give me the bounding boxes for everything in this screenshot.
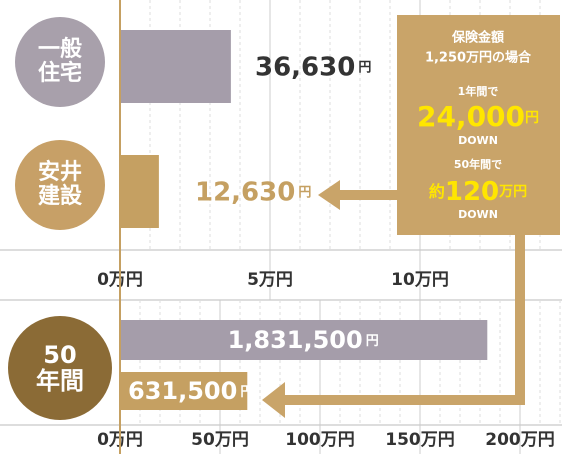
category-label: 一般住宅	[37, 36, 82, 86]
amount: 120	[445, 177, 499, 207]
x-tick-label: 10万円	[391, 270, 449, 290]
callout-text: 50年間で	[454, 157, 502, 171]
bar	[121, 320, 488, 360]
category-label: 安井建設	[37, 159, 82, 209]
callout-amount: 約120万円	[429, 177, 527, 207]
category-badge: 安井建設	[15, 140, 105, 230]
unit: 円	[525, 110, 539, 126]
category-label: 50年間	[36, 340, 84, 395]
x-tick-label: 50万円	[191, 430, 249, 450]
value-label: 12,630 円	[195, 177, 311, 207]
value-label: 36,630 円	[255, 52, 371, 82]
callout-text: 1,250万円の場合	[425, 50, 532, 66]
callout-box	[397, 15, 560, 235]
x-tick-label: 150万円	[385, 430, 455, 450]
prefix: 約	[429, 182, 445, 201]
bar	[121, 155, 159, 228]
unit: 円	[366, 334, 379, 349]
unit: 万円	[498, 184, 527, 200]
callout-down: DOWN	[458, 208, 498, 221]
callout-down: DOWN	[458, 134, 498, 147]
category-badge: 一般住宅	[15, 17, 105, 107]
category-badge: 50年間	[8, 316, 112, 420]
amount: 24,000	[417, 100, 525, 133]
bar	[121, 30, 231, 103]
arrow	[318, 180, 400, 210]
x-tick-label: 100万円	[285, 430, 355, 450]
value-text: 12,630	[195, 177, 295, 207]
value-label: 631,500 円	[128, 377, 253, 405]
unit: 円	[358, 60, 371, 75]
callout-text: 保険金額	[451, 30, 504, 46]
unit: 円	[240, 385, 253, 400]
callout-amount: 24,000円	[417, 100, 539, 133]
value-text: 36,630	[255, 52, 355, 82]
arrow	[262, 232, 525, 418]
x-tick-label: 5万円	[247, 270, 293, 290]
value-label: 1,831,500 円	[228, 326, 379, 354]
callout-text: 1年間で	[458, 84, 499, 98]
value-text: 1,831,500	[228, 326, 363, 354]
value-text: 631,500	[128, 377, 237, 405]
unit: 円	[298, 185, 311, 200]
bar	[121, 372, 248, 410]
x-tick-label: 200万円	[485, 430, 555, 450]
